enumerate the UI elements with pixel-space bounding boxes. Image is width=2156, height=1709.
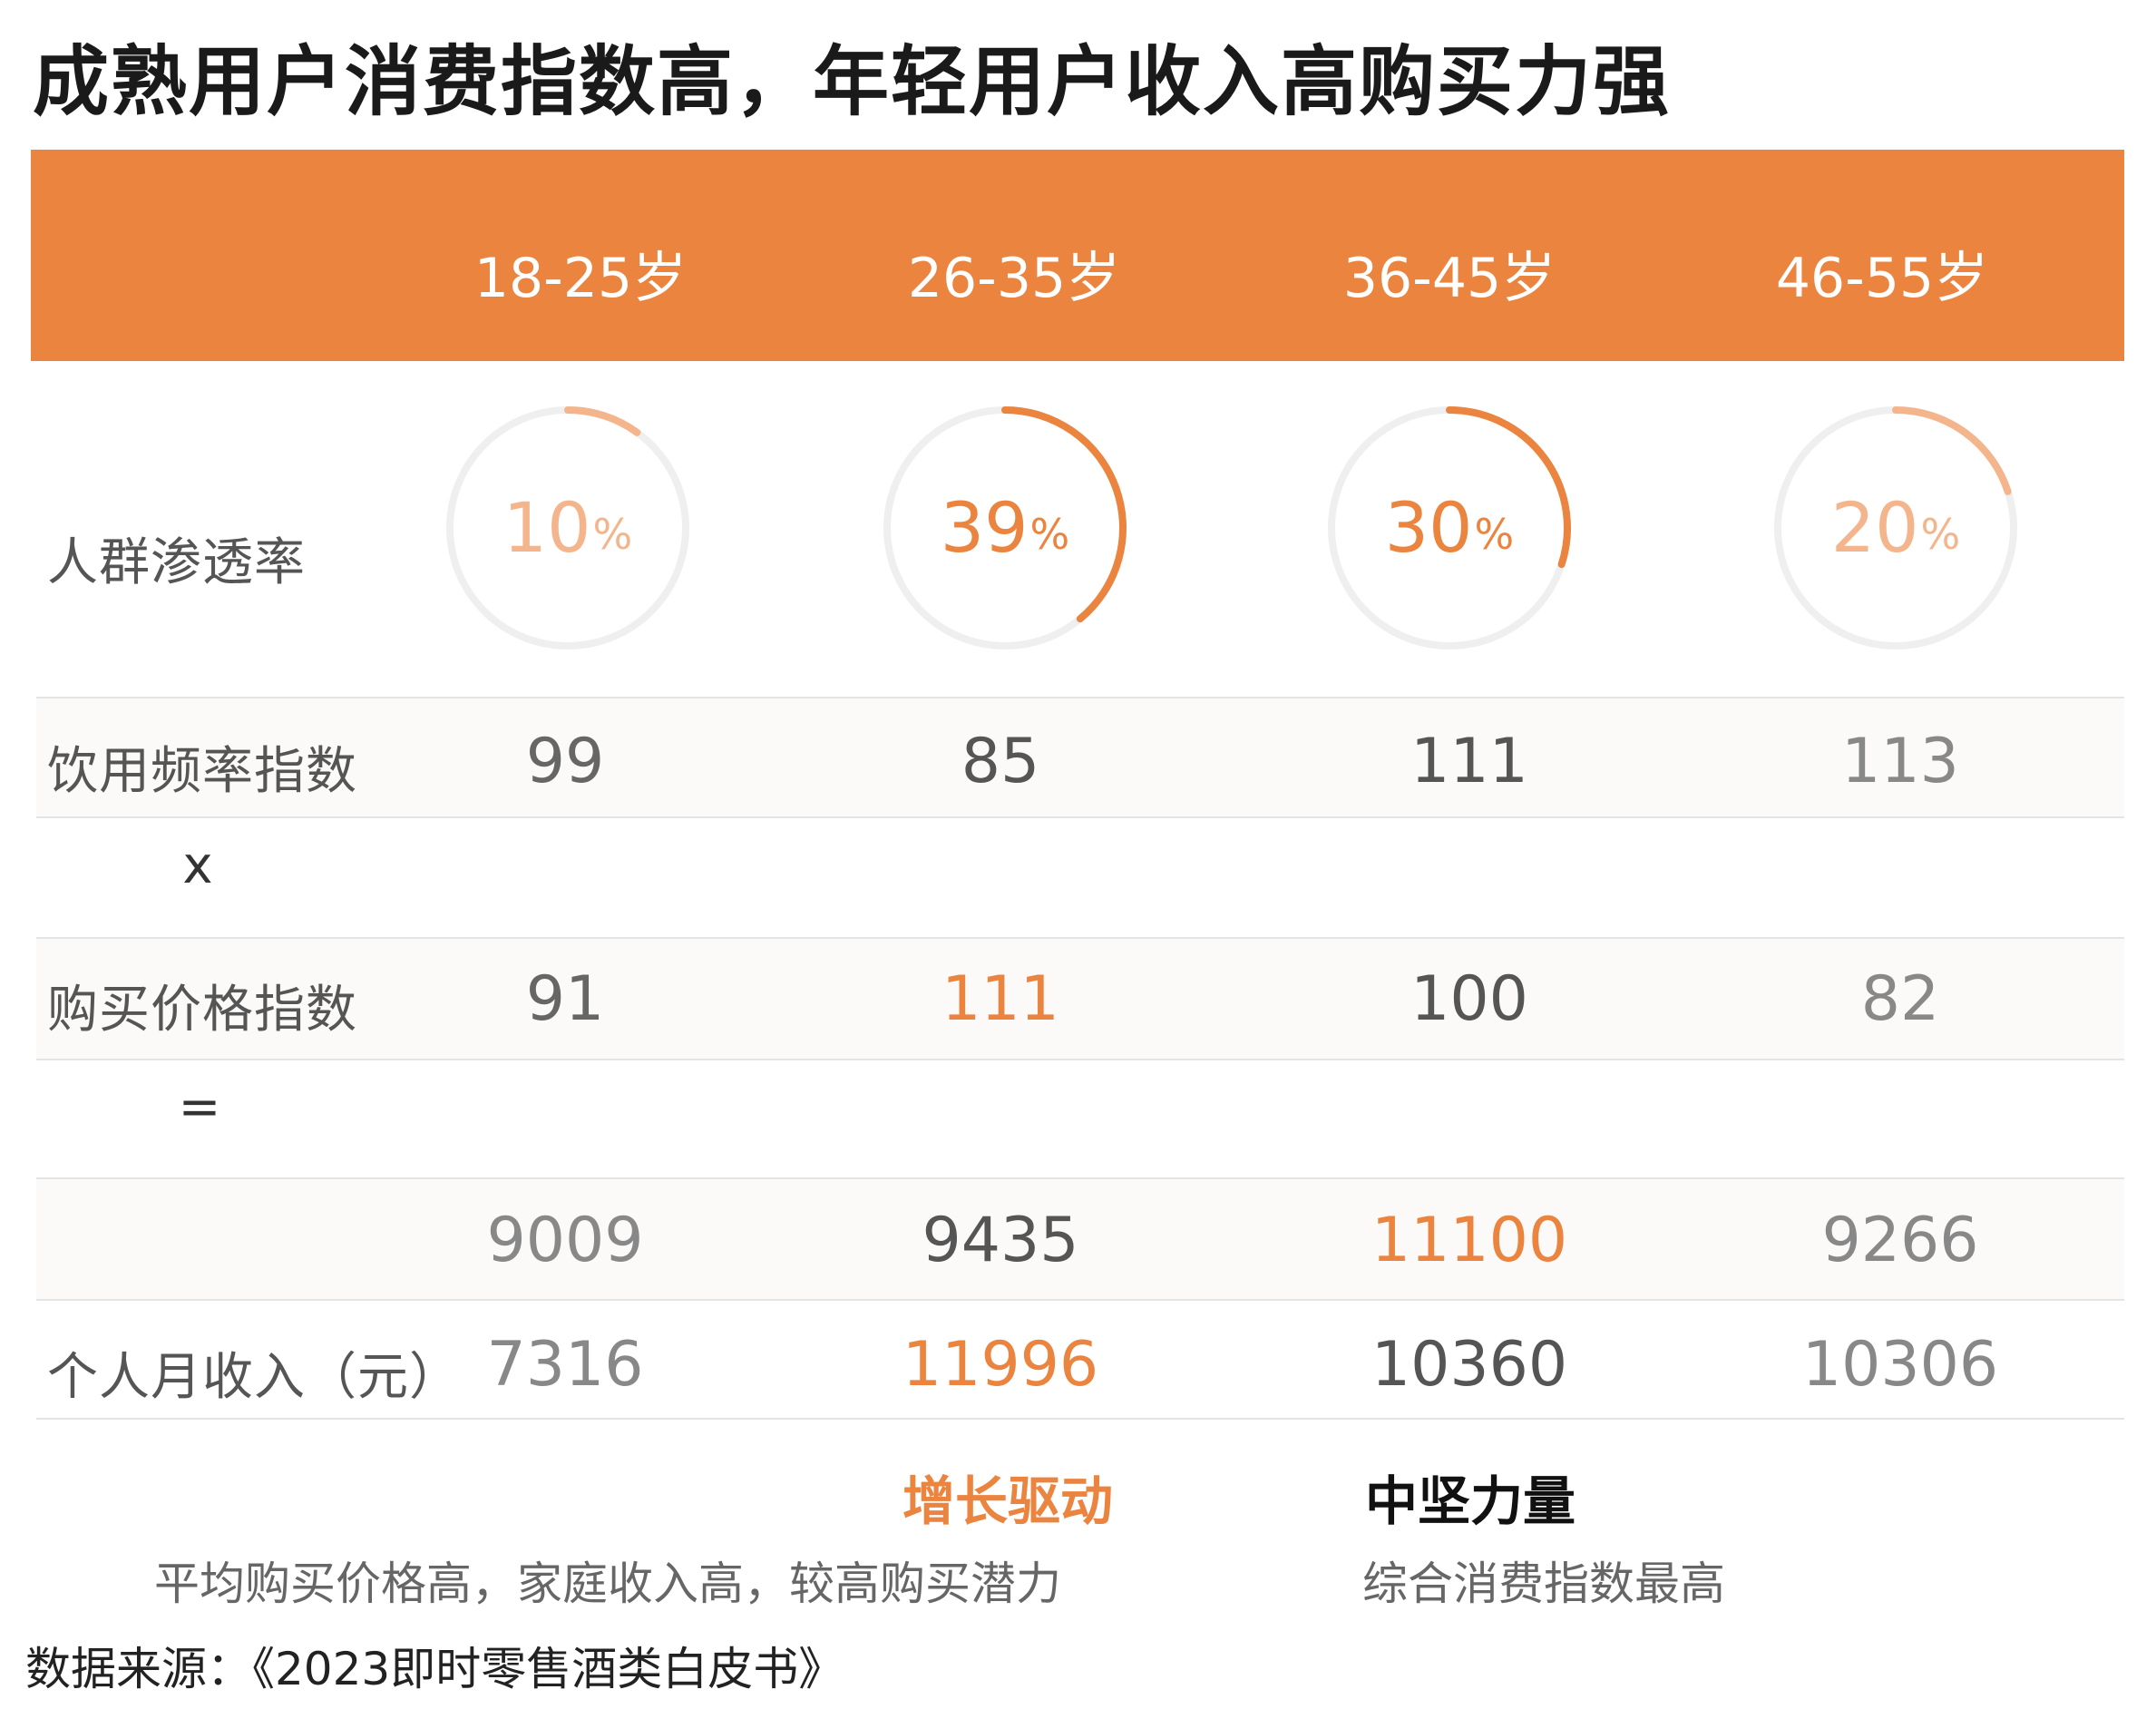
ring-number: 39	[940, 487, 1029, 568]
ring-26-35: 39%	[878, 401, 1132, 655]
ring-arc	[1892, 406, 2012, 495]
price-cell-46-55: 82	[1860, 963, 1940, 1035]
core-tag: 中坚力量	[1365, 1470, 1576, 1532]
frequency-cell-46-55: 113	[1841, 726, 1959, 797]
row-label-penetration: 人群渗透率	[47, 533, 306, 592]
header-bar	[31, 150, 2124, 361]
growth-description: 平均购买价格高，家庭收入高，较高购买潜力	[154, 1558, 1061, 1610]
ring-36-45: 30%	[1322, 401, 1576, 655]
row-label-frequency: 饮用频率指数	[47, 742, 357, 801]
income-cell-46-55: 10306	[1801, 1329, 1999, 1401]
multiply-operator: x	[182, 836, 213, 895]
price-cell-26-35: 111	[941, 963, 1059, 1035]
equals-operator: =	[178, 1078, 221, 1137]
composite-cell-36-45: 11100	[1371, 1205, 1568, 1276]
column-header-18-25: 18-25岁	[473, 247, 688, 310]
row-band-frequency	[36, 698, 2124, 816]
ring-number: 30	[1384, 487, 1473, 568]
row-label-price: 购买价格指数	[47, 981, 357, 1040]
income-cell-18-25: 7316	[486, 1329, 644, 1401]
frequency-cell-26-35: 85	[961, 726, 1040, 797]
ring-arc	[1001, 406, 1127, 623]
ring-chart-36-45	[1328, 406, 1571, 649]
column-header-26-35: 26-35岁	[907, 247, 1121, 310]
ring-percent-sign: %	[1474, 510, 1515, 559]
frequency-cell-36-45: 111	[1410, 726, 1528, 797]
divider	[36, 937, 2124, 939]
ring-chart-46-55	[1774, 406, 2017, 649]
column-header-46-55: 46-55岁	[1775, 247, 1989, 310]
ring-arc	[564, 406, 641, 436]
composite-cell-46-55: 9266	[1821, 1205, 1979, 1276]
ring-chart-18-25	[446, 406, 689, 649]
ring-number: 10	[502, 487, 591, 568]
ring-value-18-25: 10%	[441, 401, 695, 655]
ring-percent-sign: %	[1920, 510, 1961, 559]
ring-value-26-35: 39%	[878, 401, 1132, 655]
ring-chart-26-35	[883, 406, 1127, 649]
income-cell-26-35: 11996	[902, 1329, 1099, 1401]
ring-46-55: 20%	[1769, 401, 2023, 655]
core-description: 综合消费指数最高	[1362, 1558, 1725, 1610]
ring-percent-sign: %	[592, 510, 633, 559]
row-label-income: 个人月收入（元）	[47, 1348, 461, 1407]
frequency-cell-18-25: 99	[525, 726, 605, 797]
price-cell-36-45: 100	[1410, 963, 1528, 1035]
row-band-composite	[36, 1179, 2124, 1299]
ring-value-46-55: 20%	[1769, 401, 2023, 655]
ring-percent-sign: %	[1029, 510, 1070, 559]
divider	[36, 1177, 2124, 1179]
divider	[36, 816, 2124, 818]
composite-cell-26-35: 9435	[922, 1205, 1079, 1276]
divider	[36, 1418, 2124, 1420]
divider	[36, 1299, 2124, 1301]
column-header-36-45: 36-45岁	[1342, 247, 1556, 310]
row-band-price	[36, 939, 2124, 1059]
ring-18-25: 10%	[441, 401, 695, 655]
page-title: 成熟用户消费指数高，年轻用户收入高购买力强	[33, 37, 1672, 126]
price-cell-18-25: 91	[525, 963, 605, 1035]
composite-cell-18-25: 9009	[486, 1205, 644, 1276]
ring-number: 20	[1830, 487, 1919, 568]
growth-tag: 增长驱动	[902, 1470, 1114, 1532]
divider	[36, 1059, 2124, 1060]
income-cell-36-45: 10360	[1371, 1329, 1568, 1401]
ring-arc	[1446, 406, 1571, 569]
divider	[36, 697, 2124, 698]
ring-value-36-45: 30%	[1322, 401, 1576, 655]
data-source: 数据来源：《2023即时零售酒类白皮书》	[25, 1643, 844, 1695]
